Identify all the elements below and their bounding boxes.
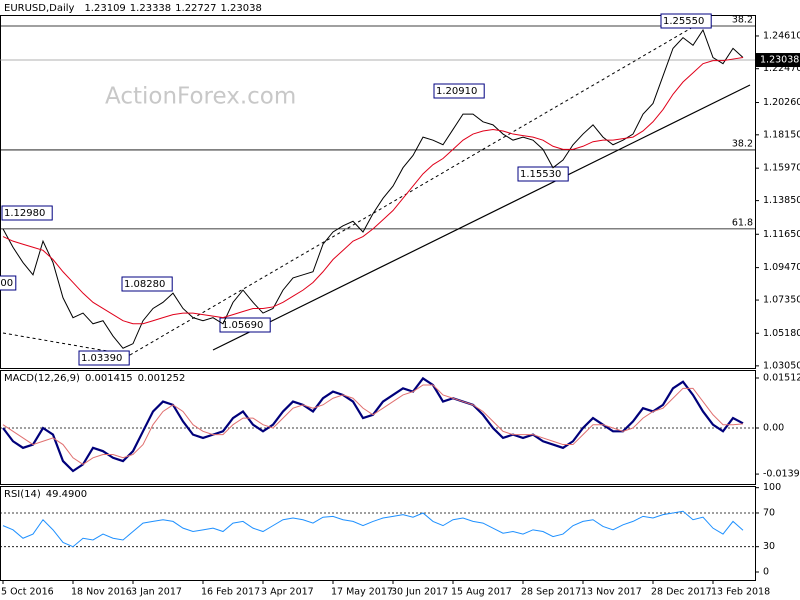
y-tick-label: 100: [763, 482, 781, 493]
annotation: 1.20910: [436, 86, 477, 97]
annotation: 1.15530: [520, 169, 561, 180]
last-price-label: 1.23038: [760, 55, 799, 66]
ohlc-value: 1.22727: [175, 3, 216, 14]
x-tick-label: 3 Apr 2017: [261, 587, 314, 598]
x-tick-label: 13 Feb 2018: [711, 587, 770, 598]
y-tick-label: 0.01512: [763, 373, 800, 384]
y-tick-label: 1.18150: [763, 129, 800, 140]
annotation-box: [219, 317, 271, 333]
y-tick-label: 1.13850: [763, 195, 800, 206]
x-tick-label: 28 Sep 2017: [521, 587, 581, 598]
annotation: 500: [0, 278, 13, 289]
y-tick-label: 1.24610: [763, 30, 800, 41]
readout: 49.4900: [46, 489, 87, 500]
annotation-box: [1, 205, 53, 221]
annotation-box: [121, 276, 173, 292]
y-tick-label: 1.22470: [763, 63, 800, 74]
rsi-frame: [0, 486, 756, 581]
annotation-box: [78, 350, 130, 366]
y-tick-label: 70: [763, 507, 775, 518]
ohlc-value: 1.23109: [84, 3, 125, 14]
annotation: 1.12980: [4, 208, 45, 219]
y-tick-label: 1.15970: [763, 163, 800, 174]
panel-title: EURUSD,Daily 1.23109 1.23338 1.22727 1.23038: [4, 3, 262, 14]
line-series: [2, 57, 744, 325]
line-series: [2, 510, 744, 548]
y-tick-label: 30: [763, 541, 775, 552]
y-tick-label: -0.01393: [763, 469, 800, 480]
y-tick-label: 1.03050: [763, 360, 800, 371]
title: EURUSD,Daily: [4, 3, 75, 14]
fib-label: 61.8: [732, 217, 753, 228]
x-tick-label: 28 Dec 2017: [651, 587, 712, 598]
annotation: 1.25550: [663, 16, 704, 27]
trendline: [212, 84, 751, 351]
macd-frame: [0, 370, 756, 485]
watermark: ActionForex.com: [105, 84, 296, 110]
annotation: 1.05690: [222, 320, 263, 331]
panel-title: RSI(14) 49.4900: [4, 489, 87, 500]
x-tick-label: 18 Nov 2016: [71, 587, 132, 598]
last-price-tag: [756, 53, 800, 68]
x-tick-label: 30 Jun 2017: [391, 587, 448, 598]
line-series: [2, 28, 744, 349]
y-tick-label: 1.09470: [763, 262, 800, 273]
y-tick-label: 1.07350: [763, 295, 800, 306]
trendline-dashed: [129, 19, 706, 356]
y-tick-label: 1.11650: [763, 229, 800, 240]
annotation-box: [433, 83, 485, 99]
readout: 0.001252: [138, 373, 186, 384]
fib-label: 38.2: [732, 15, 753, 26]
ohlc-value: 1.23038: [221, 3, 262, 14]
trendlines: [2, 19, 751, 356]
annotation: 1.08280: [124, 279, 165, 290]
x-tick-label: 3 Jan 2017: [131, 587, 182, 598]
x-tick-label: 17 May 2017: [331, 587, 393, 598]
y-tick-label: 0: [763, 566, 769, 577]
y-tick-label: 1.20260: [763, 97, 800, 108]
x-tick-label: 5 Oct 2016: [1, 587, 54, 598]
annotation-box: [660, 13, 712, 29]
ohlc-value: 1.23338: [130, 3, 171, 14]
annotation: 1.03390: [81, 353, 122, 364]
readout: 0.001415: [85, 373, 133, 384]
y-tick-label: 0.00: [763, 423, 784, 434]
x-tick-label: 15 Aug 2017: [451, 587, 512, 598]
frames: [0, 15, 756, 581]
y-tick-label: 1.05180: [763, 328, 800, 339]
panel-title: MACD(12,26,9) 0.001415 0.001252: [4, 373, 185, 384]
x-tick-label: 13 Nov 2017: [581, 587, 642, 598]
line-series: [2, 384, 744, 465]
title: MACD(12,26,9): [4, 373, 80, 384]
annotation-box: [517, 166, 569, 182]
fib-label: 38.2: [732, 138, 753, 149]
price-frame: [0, 15, 756, 369]
title: RSI(14): [4, 489, 41, 500]
x-tick-label: 16 Feb 2017: [201, 587, 260, 598]
annotation-box: [0, 275, 17, 291]
